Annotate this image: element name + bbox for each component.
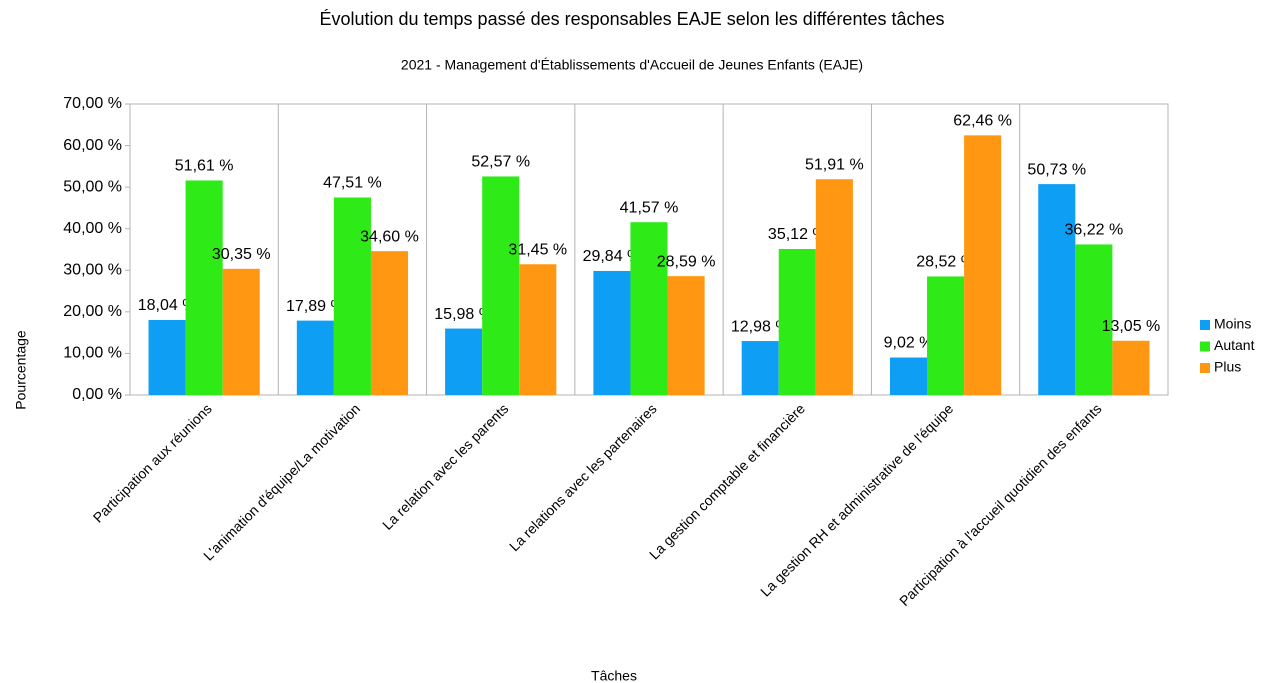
data-label: 17,89 %: [286, 298, 345, 315]
data-label: 9,02 %: [884, 335, 934, 352]
legend-swatch: [1200, 363, 1210, 373]
data-label: 35,12 %: [768, 226, 827, 243]
bar: [445, 328, 483, 395]
bar: [927, 276, 965, 395]
data-label: 41,57 %: [620, 199, 679, 216]
bar: [148, 320, 186, 395]
y-tick-label: 40,00 %: [63, 220, 122, 237]
y-tick-label: 0,00 %: [72, 386, 122, 403]
x-tick-label: La gestion comptable et financière: [646, 400, 808, 562]
bar: [296, 320, 334, 395]
chart-subtitle: 2021 - Management d'Établissements d'Acc…: [401, 57, 863, 73]
bar: [222, 268, 260, 395]
bar: [667, 276, 705, 395]
data-label: 18,04 %: [138, 297, 197, 314]
bar: [1038, 184, 1076, 395]
y-tick-label: 20,00 %: [63, 303, 122, 320]
bar: [185, 180, 223, 395]
data-label: 51,91 %: [805, 156, 864, 173]
chart-title: Évolution du temps passé des responsable…: [319, 9, 944, 29]
data-label: 28,52 %: [916, 254, 975, 271]
data-label: 62,46 %: [953, 113, 1012, 130]
data-label: 29,84 %: [583, 248, 642, 265]
x-tick-label: La relations avec les partenaires: [506, 400, 660, 554]
bar: [519, 264, 557, 395]
data-label: 12,98 %: [731, 318, 790, 335]
data-label: 36,22 %: [1064, 222, 1123, 239]
x-tick-label: La relation avec les parents: [379, 400, 511, 532]
bar: [1112, 340, 1150, 395]
bar: [778, 249, 816, 395]
x-tick-label: L'animation d'équipe/La motivation: [200, 400, 363, 563]
data-label: 31,45 %: [508, 241, 567, 258]
bar: [741, 341, 779, 395]
data-label: 51,61 %: [175, 158, 234, 175]
bar: [1075, 244, 1113, 395]
legend-swatch: [1200, 320, 1210, 330]
data-label: 13,05 %: [1102, 318, 1161, 335]
x-axis-title: Tâches: [591, 668, 637, 683]
data-label: 28,59 %: [657, 253, 716, 270]
data-label: 34,60 %: [360, 228, 419, 245]
bar: [964, 135, 1002, 396]
legend-swatch: [1200, 341, 1210, 352]
bar: [370, 251, 409, 395]
legend-label: Moins: [1214, 316, 1251, 332]
bar: [630, 222, 668, 395]
data-label: 47,51 %: [323, 175, 382, 192]
data-label: 15,98 %: [434, 306, 493, 323]
y-tick-label: 10,00 %: [63, 345, 122, 362]
data-label: 52,57 %: [471, 154, 530, 171]
legend-label: Plus: [1214, 359, 1241, 375]
legend-label: Autant: [1214, 337, 1255, 353]
bar: [593, 270, 631, 395]
y-tick-label: 50,00 %: [63, 178, 122, 195]
y-tick-label: 70,00 %: [63, 95, 122, 112]
bar: [333, 197, 371, 395]
y-axis-title: Pourcentage: [13, 330, 29, 410]
data-label: 50,73 %: [1027, 161, 1086, 178]
y-tick-label: 60,00 %: [63, 137, 122, 154]
bar: [889, 357, 928, 395]
data-label: 30,35 %: [212, 246, 271, 263]
bar: [815, 179, 853, 395]
y-tick-label: 30,00 %: [63, 262, 122, 279]
bar: [482, 176, 520, 395]
x-tick-label: Participation aux réunions: [90, 400, 215, 525]
